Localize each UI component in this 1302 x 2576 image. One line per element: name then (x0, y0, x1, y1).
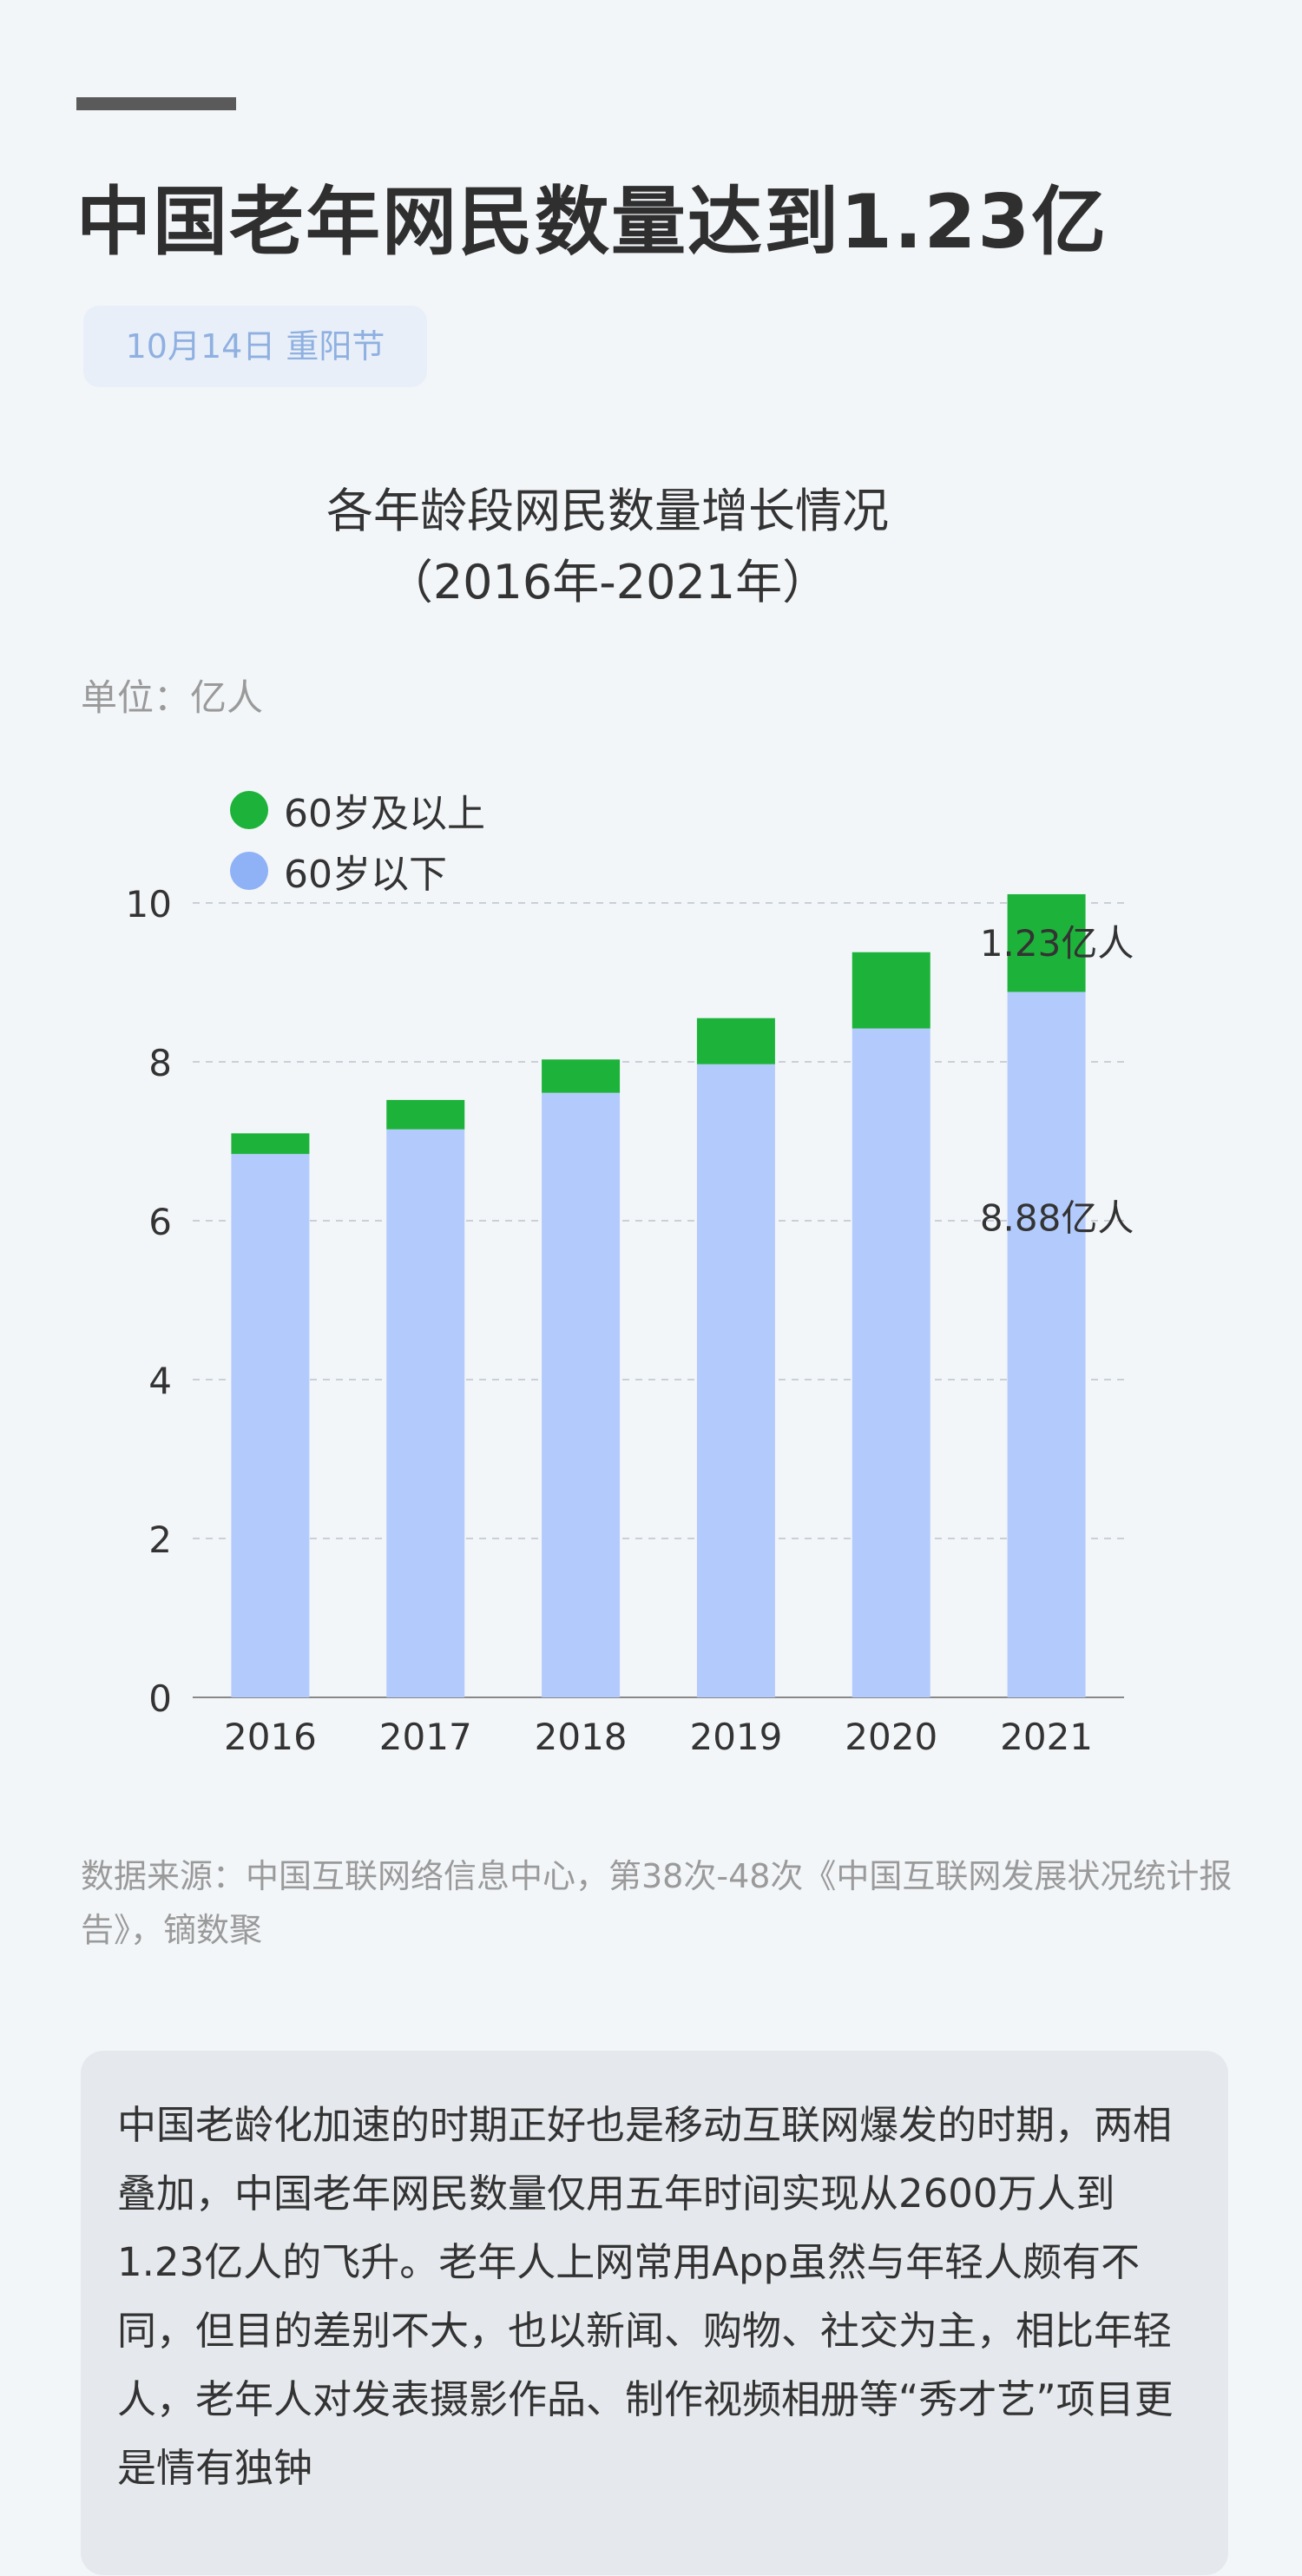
bar-under-60 (852, 1028, 930, 1697)
chart-legend: 60岁及以上 60岁以下 (230, 780, 485, 901)
legend-dot-elderly (230, 791, 268, 829)
bar-60-plus (386, 1099, 465, 1130)
chart-title-line2: （2016年-2021年） (385, 555, 830, 609)
x-tick-label: 2016 (224, 1716, 317, 1758)
bar-under-60 (542, 1092, 621, 1697)
legend-label-elderly: 60岁及以上 (284, 792, 485, 836)
x-tick-label: 2018 (535, 1716, 628, 1758)
bar-under-60 (386, 1129, 465, 1697)
x-tick-label: 2021 (1000, 1716, 1093, 1758)
bar-60-plus (231, 1133, 310, 1155)
unit-label: 单位：亿人 (81, 676, 264, 719)
x-tick-label: 2017 (379, 1716, 472, 1758)
y-tick-label: 8 (148, 1042, 172, 1084)
bar-under-60 (696, 1064, 775, 1697)
legend-label-younger: 60岁以下 (284, 853, 447, 897)
data-source: 数据来源：中国互联网络信息中心，第38次-48次《中国互联网发展状况统计报告》，… (81, 1857, 1233, 1949)
y-tick-label: 6 (148, 1201, 172, 1243)
bar-under-60 (1007, 992, 1086, 1697)
y-tick-label: 10 (126, 883, 172, 926)
x-tick-label: 2020 (845, 1716, 937, 1758)
data-label: 8.88亿人 (980, 1196, 1134, 1239)
bar-60-plus (852, 952, 930, 1029)
x-tick-label: 2019 (689, 1716, 782, 1758)
commentary-text: 中国老龄化加速的时期正好也是移动互联网爆发的时期，两相叠加，中国老年网民数量仅用… (117, 2102, 1174, 2491)
legend-dot-younger (230, 852, 268, 890)
page-title: 中国老年网民数量达到1.23亿 (76, 179, 1108, 266)
y-tick-label: 0 (148, 1677, 172, 1720)
bar-60-plus (696, 1018, 775, 1064)
chart-title: 各年龄段网民数量增长情况 （2016年-2021年） (0, 476, 1215, 618)
y-tick-label: 4 (148, 1360, 172, 1402)
chart-title-line1: 各年龄段网民数量增长情况 (326, 484, 889, 538)
accent-bar (76, 97, 236, 110)
data-label: 1.23亿人 (980, 922, 1134, 965)
stacked-bar-chart: 0 2 4 6 8 10 2016 2017 2018 2019 2020 2021 1.23亿人 8.8… (126, 883, 1134, 1758)
bar-60-plus (1007, 893, 1086, 992)
bar-under-60 (231, 1154, 310, 1697)
legend-item-younger: 60岁以下 (230, 840, 485, 901)
y-tick-label: 2 (148, 1519, 172, 1561)
date-tag: 10月14日 重阳节 (83, 306, 427, 387)
bar-60-plus (542, 1059, 621, 1093)
commentary-box: 中国老龄化加速的时期正好也是移动互联网爆发的时期，两相叠加，中国老年网民数量仅用… (81, 2051, 1228, 2575)
legend-item-elderly: 60岁及以上 (230, 780, 485, 840)
